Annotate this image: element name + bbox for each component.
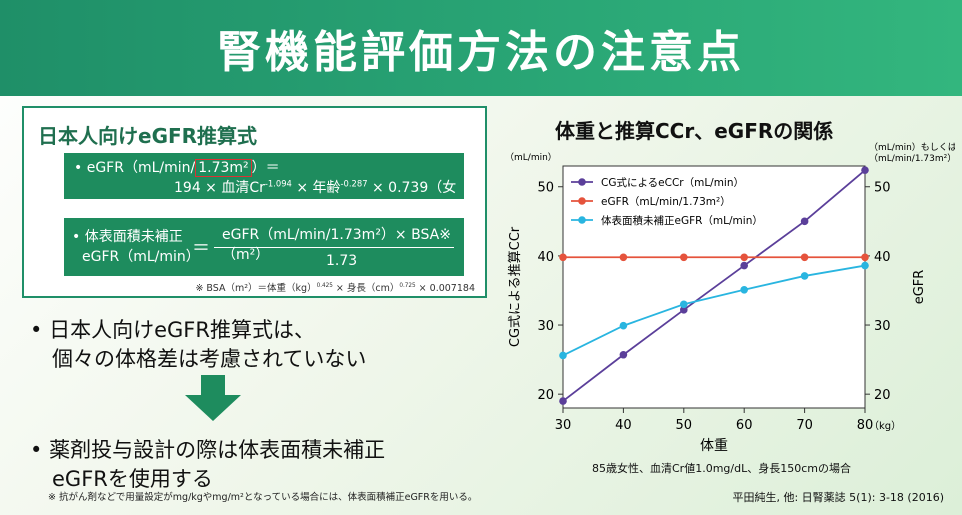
series-line-3: [562, 264, 866, 357]
legend-label-3: 体表面積未補正eGFR（mL/min）: [601, 214, 763, 227]
bullet-line: 薬剤投与設計の際は体表面積未補正: [49, 438, 386, 462]
series-2-point: [680, 253, 688, 262]
formula-box: 日本人向けeGFR推算式 • eGFR（mL/min/1.73m² ）＝ 194 …: [22, 106, 487, 298]
series-1-point: [619, 350, 628, 359]
series-2-point: [740, 253, 748, 262]
y-right-axis-label: eGFR: [912, 270, 927, 305]
series-3-point: [740, 285, 748, 294]
uncorrected-egfr-label2: eGFR（mL/min）: [82, 249, 200, 265]
bullet-marker: •: [30, 438, 43, 462]
bullet-item-2: • 薬剤投与設計の際は体表面積未補正 eGFRを使用する: [30, 436, 385, 494]
series-3-point: [559, 351, 567, 360]
y-left-unit-label: （mL/min）: [505, 152, 557, 163]
bullet-line: eGFRを使用する: [52, 467, 213, 491]
x-axis-label: 体重: [700, 438, 728, 454]
egfr-formula-row: • eGFR（mL/min/1.73m² ）＝ 194 × 血清Cr-1.094 …: [64, 153, 464, 216]
x-unit-label: （kg）: [869, 420, 901, 432]
uncorrected-egfr-row: • 体表面積未補正 eGFR（mL/min） ＝ eGFR（mL/min/1.7…: [64, 218, 464, 276]
bsa-footnote: ※ BSA（m²）＝体重（kg）0.425 × 身長（cm）0.725 × 0.…: [195, 282, 475, 294]
egfr-formula-line2: 194 × 血清Cr-1.094 × 年齢-0.287 × 0.739（女性）: [174, 178, 457, 216]
slide-title: 腎機能評価方法の注意点: [217, 27, 745, 78]
formula-box-title: 日本人向けeGFR推算式: [38, 124, 258, 148]
series-1-point: [740, 261, 748, 270]
series-1-point: [559, 397, 567, 405]
bullet-line: 個々の体格差は考慮されていない: [52, 347, 367, 371]
legend-marker-3: [578, 216, 586, 224]
bullet-line: 日本人向けeGFR推算式は、: [49, 318, 315, 342]
x-tick-label: 40: [615, 418, 632, 433]
chart-title: 体重と推算CCr、eGFRの関係: [555, 119, 834, 143]
legend-label-2: eGFR（mL/min/1.73m²）: [601, 196, 731, 208]
bottom-footnote: ※ 抗がん剤などで用量設定がmg/kgやmg/m²となっている場合には、体表面積…: [48, 492, 478, 503]
title-bar: 腎機能評価方法の注意点: [0, 0, 962, 96]
x-tick-label: 80: [857, 418, 874, 433]
series-3-point: [680, 300, 688, 309]
series-3-point: [800, 272, 809, 280]
legend-marker-1: [578, 178, 586, 186]
chart-note: 85歳女性、血清Cr値1.0mg/dL、身長150cmの場合: [592, 462, 851, 475]
citation: 平田純生, 他: 日腎薬誌 5(1): 3-18 (2016): [732, 491, 944, 504]
bullet-marker: •: [30, 318, 43, 342]
x-tick-label: 70: [796, 418, 813, 433]
series-line-1: [562, 169, 866, 402]
y-tick-label-left: 40: [537, 250, 554, 265]
y-tick-label-right: 20: [874, 388, 891, 403]
series-3-point: [861, 261, 869, 270]
legend-marker-2: [578, 197, 586, 205]
y-right-unit-label-2: （mL/min/1.73m²）: [869, 153, 955, 164]
series-2-point: [861, 253, 869, 262]
fraction-bar: [214, 247, 454, 248]
series-2-point: [619, 253, 628, 262]
fraction-denominator: 1.73: [326, 253, 358, 269]
highlight-unit: 1.73m²: [195, 159, 252, 177]
series-1-point: [680, 306, 688, 314]
y-tick-label-left: 20: [537, 388, 554, 403]
x-tick-label: 60: [736, 418, 753, 433]
y-tick-label-left: 30: [537, 319, 554, 334]
series-2-point: [800, 253, 809, 262]
y-tick-label-left: 50: [537, 181, 554, 196]
y-tick-label-right: 50: [874, 181, 891, 196]
y-tick-label-right: 30: [874, 319, 891, 334]
y-left-axis-label: CG式による推算CCr: [508, 226, 523, 347]
down-arrow-icon: [185, 375, 241, 421]
series-3-point: [619, 321, 628, 330]
bullet-item-1: • 日本人向けeGFR推算式は、 個々の体格差は考慮されていない: [30, 316, 366, 374]
equals-sign: ＝: [192, 238, 210, 259]
y-tick-label-right: 40: [874, 250, 891, 265]
egfr-formula-line1: • eGFR（mL/min/1.73m² ）＝: [74, 159, 280, 177]
legend-label-1: CG式によるeCCr（mL/min）: [601, 176, 744, 189]
fraction-numerator: eGFR（mL/min/1.73m²）× BSA※（m²）: [222, 227, 451, 263]
x-tick-label: 30: [555, 418, 572, 433]
series-2-point: [559, 253, 567, 262]
series-1-point: [861, 166, 869, 174]
series-1-point: [800, 217, 809, 226]
uncorrected-egfr-label1: • 体表面積未補正: [72, 229, 183, 245]
y-right-unit-label-1: （mL/min）もしくは: [869, 142, 955, 153]
x-tick-label: 50: [676, 418, 693, 433]
